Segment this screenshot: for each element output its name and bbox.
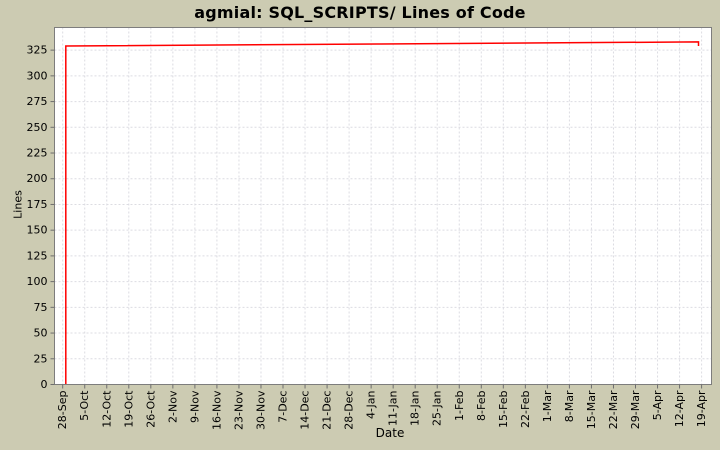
- x-tick-label: 21-Dec: [321, 391, 334, 430]
- x-tick-label: 15-Mar: [585, 390, 598, 429]
- y-tick-label: 325: [27, 44, 48, 57]
- x-tick-label: 12-Apr: [673, 390, 686, 427]
- x-tick-label: 7-Dec: [277, 391, 290, 423]
- x-tick-label: 16-Nov: [210, 390, 223, 430]
- y-tick-label: 175: [27, 198, 48, 211]
- x-tick-label: 2-Nov: [166, 390, 179, 423]
- y-tick-label: 75: [34, 301, 48, 314]
- x-tick-label: 30-Nov: [254, 390, 267, 430]
- x-tick-label: 28-Dec: [343, 391, 356, 430]
- x-tick-label: 5-Apr: [651, 390, 664, 420]
- y-tick-label: 225: [27, 147, 48, 160]
- y-tick-label: 25: [34, 352, 48, 365]
- x-tick-label: 28-Sep: [56, 390, 69, 429]
- plot-background: [54, 27, 712, 385]
- x-tick-label: 26-Oct: [144, 390, 157, 428]
- x-tick-label: 12-Oct: [100, 390, 113, 428]
- x-tick-label: 25-Jan: [431, 390, 444, 426]
- y-axis-title: Lines: [11, 190, 25, 219]
- y-tick-label: 50: [34, 327, 48, 340]
- x-tick-label: 14-Dec: [299, 391, 312, 430]
- series-line: [65, 41, 700, 385]
- y-tick-label: 100: [27, 275, 48, 288]
- x-tick-label: 22-Feb: [519, 390, 532, 427]
- x-tick-label: 22-Mar: [607, 390, 620, 429]
- y-tick-label: 200: [27, 172, 48, 185]
- x-tick-label: 1-Feb: [453, 390, 466, 420]
- x-tick-label: 11-Jan: [387, 390, 400, 426]
- x-tick-label: 19-Oct: [122, 390, 135, 428]
- x-tick-label: 15-Feb: [497, 390, 510, 427]
- y-tick-label: 250: [27, 121, 48, 134]
- y-tick-label: 125: [27, 249, 48, 262]
- x-tick-label: 9-Nov: [188, 390, 201, 423]
- y-tick-label: 275: [27, 95, 48, 108]
- chart-title: agmial: SQL_SCRIPTS/ Lines of Code: [194, 3, 526, 22]
- y-tick-label: 300: [27, 69, 48, 82]
- y-tick-label: 150: [27, 224, 48, 237]
- y-tick-label: 0: [41, 378, 48, 391]
- x-tick-label: 18-Jan: [409, 390, 422, 426]
- x-tick-label: 8-Mar: [563, 390, 576, 422]
- x-axis-title: Date: [375, 426, 405, 440]
- x-tick-label: 5-Oct: [78, 390, 91, 421]
- x-tick-label: 29-Mar: [629, 390, 642, 429]
- plot-border: [54, 27, 712, 385]
- x-tick-label: 23-Nov: [232, 390, 245, 430]
- x-tick-label: 1-Mar: [541, 390, 554, 422]
- x-tick-label: 4-Jan: [365, 390, 378, 419]
- x-tick-label: 19-Apr: [695, 390, 708, 427]
- x-tick-label: 8-Feb: [475, 390, 488, 420]
